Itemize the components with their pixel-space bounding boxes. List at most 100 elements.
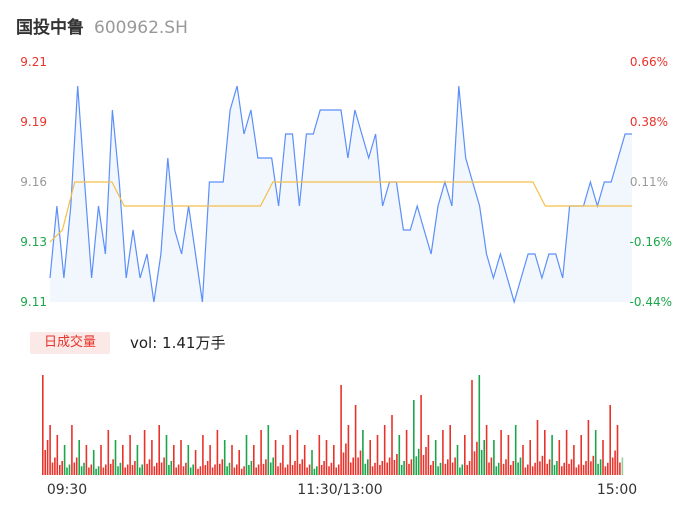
volume-bar — [536, 420, 539, 475]
volume-bar — [553, 465, 556, 475]
volume-bar — [350, 462, 352, 475]
volume-bar — [541, 455, 544, 476]
volume-bar — [502, 463, 505, 476]
volume-bar — [529, 440, 531, 475]
volume-bar — [342, 452, 345, 475]
volume-bar — [197, 468, 199, 476]
volume-bar — [505, 459, 507, 476]
volume-bar — [556, 461, 558, 475]
volume-bar — [291, 465, 294, 475]
volume-bar — [209, 445, 211, 475]
volume-bar — [272, 457, 274, 475]
volume-bar — [46, 440, 49, 475]
volume-bar — [42, 375, 44, 475]
pct-tick-right: 0.66% — [630, 55, 668, 69]
volume-bar — [175, 467, 177, 475]
volume-bar — [585, 461, 587, 475]
volume-bar — [548, 459, 551, 476]
volume-bar — [422, 455, 425, 475]
volume-bar — [410, 459, 413, 476]
volume-bar — [173, 445, 175, 475]
volume-bar — [459, 467, 461, 475]
volume-bar — [594, 430, 597, 475]
volume-bar — [49, 425, 51, 475]
volume-bar — [219, 463, 221, 476]
volume-bar — [102, 467, 105, 475]
volume-bar — [398, 435, 401, 475]
volume-bar — [80, 466, 83, 476]
volume-bar — [551, 435, 553, 475]
volume-bar — [534, 462, 536, 475]
pct-tick-right: 0.38% — [630, 115, 668, 129]
volume-bar — [240, 468, 243, 476]
volume-bar — [359, 450, 362, 475]
volume-bar — [464, 435, 466, 475]
volume-bar — [134, 461, 136, 475]
volume-bar — [216, 430, 219, 475]
volume-bar — [274, 440, 277, 475]
volume-bar — [95, 468, 97, 476]
volume-bar — [512, 461, 515, 475]
volume-bar — [63, 445, 66, 475]
volume-bar — [381, 461, 384, 475]
volume-bar — [597, 463, 599, 476]
volume-bar — [294, 461, 296, 475]
volume-bar — [66, 467, 68, 475]
volume-bar — [590, 461, 592, 476]
volume-bar — [250, 461, 253, 475]
volume-bar — [107, 430, 110, 475]
volume-bar — [311, 450, 313, 475]
volume-bar — [456, 445, 459, 475]
price-line — [49, 85, 632, 305]
volume-bar — [432, 461, 434, 475]
volume-bar — [328, 466, 330, 476]
volume-bar — [403, 461, 405, 475]
volume-bar — [270, 462, 272, 475]
volume-bar — [565, 430, 568, 475]
volume-bar — [199, 466, 202, 476]
daily-volume-tab[interactable]: 日成交量 — [30, 332, 110, 354]
volume-bar — [420, 395, 422, 475]
volume-bar — [54, 457, 56, 475]
volume-bar — [439, 462, 442, 475]
volume-bar — [185, 462, 187, 475]
volume-bar — [519, 457, 522, 475]
volume-bar — [417, 448, 420, 475]
volume-bar — [544, 430, 546, 475]
volume-bar — [182, 466, 185, 476]
volume-bar — [330, 462, 333, 475]
volume-bar — [44, 450, 46, 475]
y-tick-left: 9.21 — [20, 55, 47, 69]
volume-bar — [231, 445, 233, 475]
volume-bar — [88, 467, 90, 475]
volume-bar — [236, 464, 238, 475]
volume-bar — [204, 465, 207, 475]
volume-bar — [148, 459, 151, 476]
volume-bar — [214, 464, 216, 475]
volume-bar — [301, 459, 304, 476]
volume-bar — [434, 440, 437, 475]
volume-bar — [340, 385, 342, 475]
volume-bar — [151, 440, 153, 475]
volume-bar — [68, 464, 71, 475]
volume-bar — [277, 466, 279, 476]
volume-bar — [211, 467, 214, 475]
volume-bar — [119, 462, 122, 475]
volume-bar — [156, 462, 158, 475]
volume-bar — [376, 435, 379, 475]
volume-bar — [286, 464, 289, 475]
pct-tick-right: -0.16% — [630, 235, 672, 249]
volume-bar — [129, 435, 131, 475]
volume-bar — [255, 467, 257, 475]
y-tick-left: 9.11 — [20, 295, 47, 309]
stock-title: 国投中鲁 600962.SH — [16, 13, 188, 38]
volume-bar — [73, 462, 76, 475]
volume-bar — [347, 425, 350, 475]
volume-bar — [396, 454, 398, 475]
volume-bar — [507, 435, 510, 475]
volume-bar — [248, 465, 250, 475]
volume-bar — [374, 462, 376, 475]
volume-bar — [299, 463, 301, 476]
volume-bar — [391, 415, 393, 475]
volume-bar — [228, 462, 231, 475]
